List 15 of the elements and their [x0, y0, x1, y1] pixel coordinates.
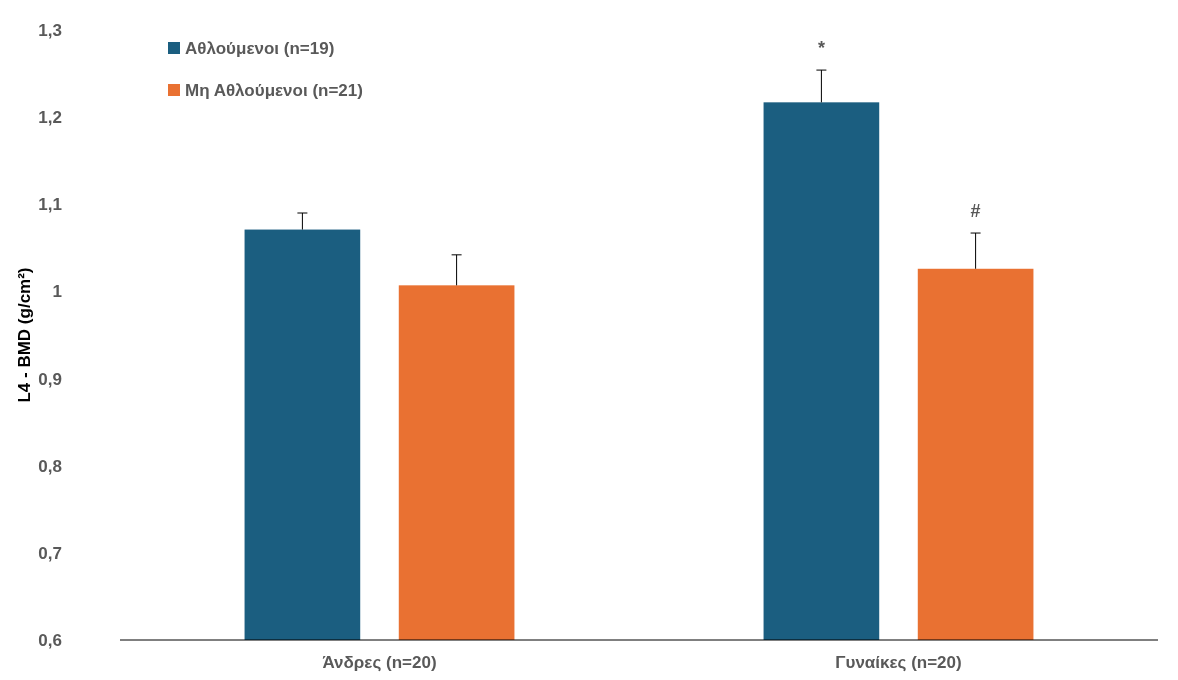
annotation: # [970, 201, 981, 222]
annotation: * [817, 38, 825, 59]
y-tick-label: 1,3 [38, 20, 62, 40]
y-tick-label: 0,6 [38, 630, 62, 650]
y-tick-label: 0,8 [38, 456, 62, 476]
y-axis-title: L4 - BMD (g/cm²) [15, 267, 34, 403]
x-tick-label: Γυναίκες (n=20) [835, 653, 962, 672]
y-tick-label: 1,1 [38, 195, 62, 215]
y-tick-label: 0,7 [38, 543, 62, 563]
y-tick-label: 1 [52, 282, 62, 302]
y-tick-label: 0,9 [38, 369, 62, 389]
x-tick-label: Άνδρες (n=20) [322, 653, 437, 672]
legend-label: Μη Αθλούμενοι (n=21) [185, 80, 363, 100]
y-tick-label: 1,2 [38, 108, 62, 128]
legend-label: Αθλούμενοι (n=19) [185, 38, 335, 58]
